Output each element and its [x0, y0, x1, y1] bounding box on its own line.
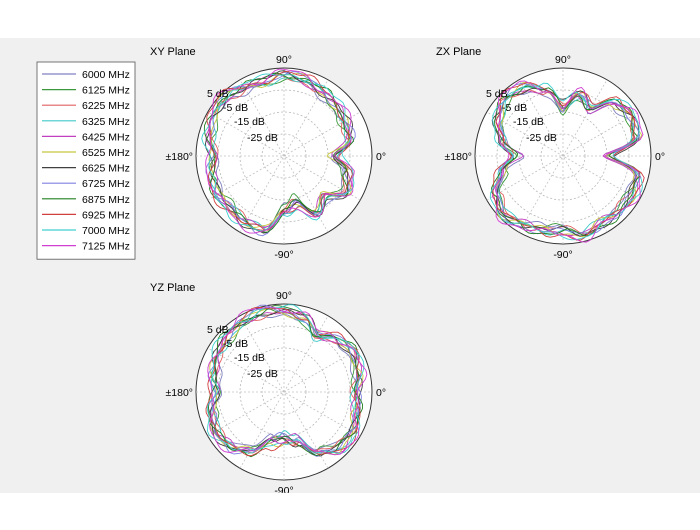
angle-tick-label: -90°	[274, 249, 293, 261]
legend-entry: 6000 MHz	[42, 69, 130, 81]
angle-tick-label: 0°	[376, 151, 386, 163]
polar-plot-zx: ZX Plane 90° 0° -90° ±180° 5 dB -5 dB -15 dB -25…	[436, 46, 665, 261]
radial-tick-label: -25 dB	[247, 132, 278, 144]
trace-7000-mhz	[206, 304, 365, 454]
trace-6875-mhz	[491, 85, 641, 236]
legend-label: 7125 MHz	[82, 241, 130, 253]
legend-entry: 6325 MHz	[42, 116, 130, 128]
angle-tick-label: 90°	[276, 54, 292, 66]
polar-grid-spoke	[207, 347, 361, 437]
trace-6425-mhz	[491, 90, 640, 236]
angle-tick-label: 90°	[555, 54, 571, 66]
plot-title: YZ Plane	[150, 282, 195, 294]
legend-label: 6325 MHz	[82, 116, 130, 128]
legend-entry: 6925 MHz	[42, 209, 130, 221]
trace-7000-mhz	[201, 73, 355, 232]
angle-tick-label: ±180°	[445, 151, 472, 163]
radial-tick-label: -25 dB	[526, 132, 557, 144]
legend-entry: 7125 MHz	[42, 241, 130, 253]
legend-entry: 6425 MHz	[42, 131, 130, 143]
angle-tick-label: 90°	[276, 290, 292, 302]
legend-label: 6425 MHz	[82, 131, 130, 143]
radial-tick-label: 5 dB	[207, 324, 229, 336]
legend-label: 7000 MHz	[82, 225, 130, 237]
legend: 6000 MHz 6125 MHz 6225 MHz 6325 MHz 6425 MHz…	[36, 61, 136, 260]
figure-panel: XY Plane 90° 0° -90° ±180° 5 dB -5 dB -15 dB -25…	[0, 38, 700, 493]
trace-6875-mhz	[203, 72, 354, 233]
polar-grid-spoke	[518, 79, 608, 233]
angle-tick-label: 0°	[376, 387, 386, 399]
angle-tick-label: -90°	[553, 249, 572, 261]
radial-tick-label: -15 dB	[234, 116, 265, 128]
trace-7125-mhz	[207, 306, 368, 456]
legend-label: 6625 MHz	[82, 163, 130, 175]
polar-grid-spoke	[486, 111, 640, 201]
legend-box	[36, 61, 136, 260]
polar-plots-canvas: XY Plane 90° 0° -90° ±180° 5 dB -5 dB -15 dB -25…	[36, 46, 665, 493]
polar-plot-xy: XY Plane 90° 0° -90° ±180° 5 dB -5 dB -15 dB -25…	[150, 46, 386, 261]
legend-entry: 6225 MHz	[42, 100, 130, 112]
radial-tick-label: -5 dB	[223, 338, 248, 350]
radial-tick-label: -5 dB	[223, 102, 248, 114]
plot-title: ZX Plane	[436, 46, 481, 58]
legend-entry: 6725 MHz	[42, 178, 130, 190]
legend-label: 6225 MHz	[82, 100, 130, 112]
legend-entry: 6875 MHz	[42, 194, 130, 206]
angle-tick-label: ±180°	[166, 387, 193, 399]
legend-label: 6725 MHz	[82, 178, 130, 190]
plot-title: XY Plane	[150, 46, 196, 58]
legend-entry: 6125 MHz	[42, 85, 130, 97]
legend-entry: 7000 MHz	[42, 225, 130, 237]
angle-tick-label: -90°	[274, 485, 293, 493]
trace-7125-mhz	[494, 80, 644, 243]
legend-entry: 6625 MHz	[42, 163, 130, 175]
trace-6525-mhz	[208, 73, 352, 229]
trace-7125-mhz	[205, 68, 355, 234]
angle-tick-label: 0°	[655, 151, 665, 163]
polar-grid-spoke	[486, 111, 640, 201]
polar-grid-spoke	[207, 111, 361, 201]
legend-label: 6925 MHz	[82, 209, 130, 221]
radial-tick-label: 5 dB	[207, 88, 229, 100]
legend-label: 6125 MHz	[82, 85, 130, 97]
legend-label: 6525 MHz	[82, 147, 130, 159]
legend-label: 6000 MHz	[82, 69, 130, 81]
radial-tick-label: 5 dB	[486, 88, 508, 100]
radial-tick-label: -15 dB	[234, 352, 265, 364]
radial-tick-label: -25 dB	[247, 368, 278, 380]
trace-6925-mhz	[492, 82, 645, 241]
legend-label: 6875 MHz	[82, 194, 130, 206]
radial-tick-label: -15 dB	[513, 116, 544, 128]
legend-entry: 6525 MHz	[42, 147, 130, 159]
angle-tick-label: ±180°	[166, 151, 193, 163]
radial-tick-label: -5 dB	[502, 102, 527, 114]
polar-plot-yz: YZ Plane 90° 0° -90° ±180° 5 dB -5 dB -15 dB -25…	[150, 282, 386, 493]
